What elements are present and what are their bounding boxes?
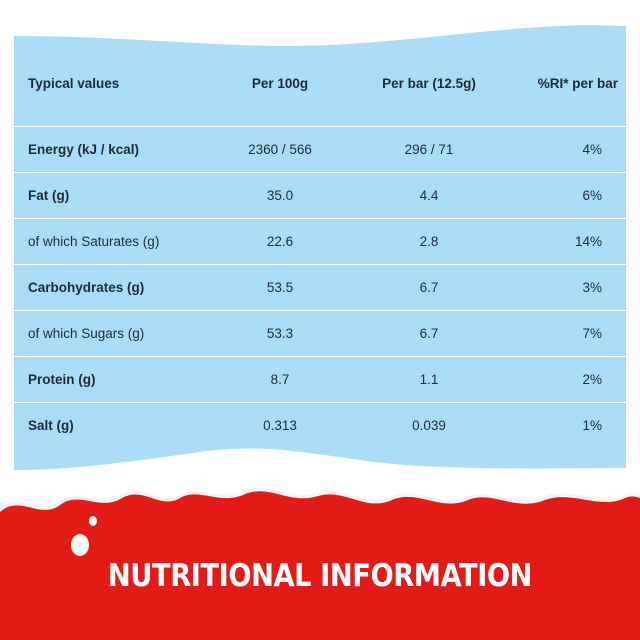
table-row-salt: Salt (g) 0.313 0.039 1% xyxy=(14,403,626,448)
red-banner xyxy=(0,491,640,640)
nutrition-panel-background xyxy=(14,25,626,470)
header-typical-values: Typical values xyxy=(28,75,120,91)
table-row-saturates: of which Saturates (g) 22.6 2.8 14% xyxy=(14,219,626,265)
row-ri: 2% xyxy=(582,372,602,387)
nutrition-table: Typical values Per 100g Per bar (12.5g) … xyxy=(14,40,626,448)
row-per-bar: 1.1 xyxy=(419,372,439,387)
row-label: of which Saturates (g) xyxy=(28,234,160,249)
row-per-bar: 296 / 71 xyxy=(404,142,454,157)
row-ri: 6% xyxy=(582,188,602,203)
row-label: Carbohydrates (g) xyxy=(28,280,145,295)
table-header-row: Typical values Per 100g Per bar (12.5g) … xyxy=(14,40,626,127)
row-per-100g: 53.3 xyxy=(266,326,294,341)
header-ri-per-bar: %RI* per bar xyxy=(537,75,618,91)
row-label: Salt (g) xyxy=(28,418,74,433)
row-per-100g: 53.5 xyxy=(266,280,294,295)
row-per-100g: 0.313 xyxy=(263,418,297,433)
row-ri: 1% xyxy=(582,418,602,433)
row-ri: 7% xyxy=(582,326,602,341)
table-row-energy: Energy (kJ / kcal) 2360 / 566 296 / 71 4… xyxy=(14,127,626,173)
row-label: of which Sugars (g) xyxy=(28,326,145,341)
row-per-bar: 2.8 xyxy=(419,234,439,249)
table-row-fat: Fat (g) 35.0 4.4 6% xyxy=(14,173,626,219)
header-per-100g: Per 100g xyxy=(251,75,309,91)
table-row-protein: Protein (g) 8.7 1.1 2% xyxy=(14,357,626,403)
row-per-bar: 6.7 xyxy=(419,326,439,341)
row-per-100g: 8.7 xyxy=(270,372,290,387)
table-row-carbohydrates: Carbohydrates (g) 53.5 6.7 3% xyxy=(14,265,626,311)
milk-splash-edge xyxy=(0,487,640,512)
milk-droplet-small-icon xyxy=(89,516,97,526)
row-per-100g: 35.0 xyxy=(266,188,294,203)
row-ri: 3% xyxy=(582,280,602,295)
row-label: Protein (g) xyxy=(28,372,96,387)
row-per-bar: 0.039 xyxy=(412,418,446,433)
banner-title: NUTRITIONAL INFORMATION xyxy=(107,558,533,594)
row-per-bar: 6.7 xyxy=(419,280,439,295)
row-ri: 14% xyxy=(574,234,602,249)
row-ri: 4% xyxy=(582,142,602,157)
row-per-bar: 4.4 xyxy=(419,188,439,203)
row-label: Fat (g) xyxy=(28,188,70,203)
row-per-100g: 2360 / 566 xyxy=(248,142,312,157)
table-row-sugars: of which Sugars (g) 53.3 6.7 7% xyxy=(14,311,626,357)
row-label: Energy (kJ / kcal) xyxy=(28,142,140,157)
row-per-100g: 22.6 xyxy=(266,234,294,249)
milk-drop-icon xyxy=(71,534,89,556)
header-per-bar: Per bar (12.5g) xyxy=(382,75,476,91)
